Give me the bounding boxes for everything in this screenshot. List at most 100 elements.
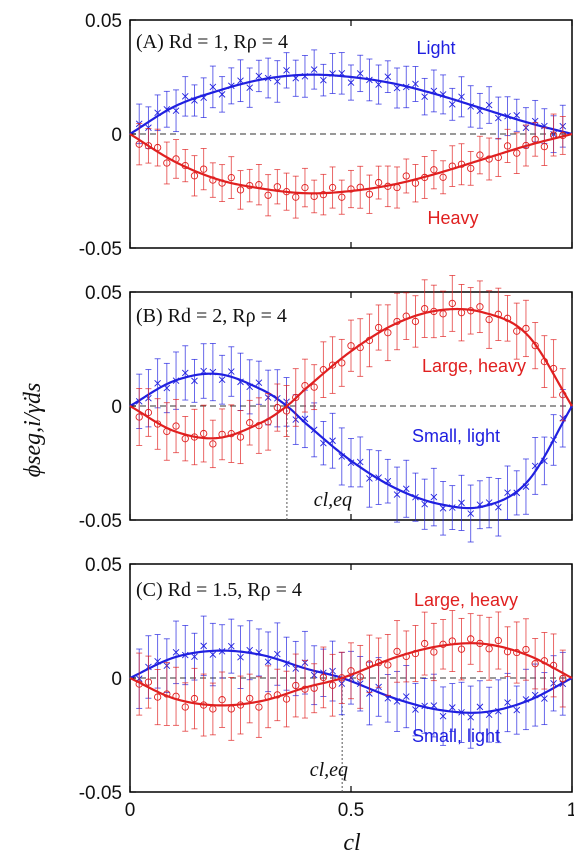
data-point [540, 143, 549, 151]
data-point [504, 699, 511, 706]
equilibrium-label: cl,eq [314, 489, 352, 511]
data-point [384, 329, 392, 337]
data-point [393, 647, 401, 656]
chart-panel-b: 0.05 0 -0.05 cl,eq (B) Rd = 2, Rρ = 4 Large, … [79, 275, 573, 543]
data-point [485, 101, 493, 109]
data-point [319, 673, 328, 682]
data-point [319, 190, 328, 199]
data-point [458, 93, 465, 101]
fit-curve [129, 132, 573, 195]
data-point [227, 173, 235, 182]
data-point [172, 422, 180, 430]
data-point [402, 172, 410, 180]
data-point [310, 383, 318, 391]
series-heavy [129, 610, 573, 741]
x-tick-label: 0.5 [338, 800, 364, 821]
data-point [338, 359, 346, 367]
data-point [439, 173, 447, 181]
data-point [209, 83, 217, 91]
data-point [264, 658, 272, 666]
data-point [448, 704, 456, 711]
data-point [476, 703, 484, 711]
data-point [144, 678, 153, 686]
y-tick-label: 0.05 [85, 283, 122, 304]
data-point [384, 661, 392, 669]
data-point [246, 419, 254, 427]
data-point [274, 650, 281, 658]
data-point [135, 413, 143, 421]
data-point [310, 66, 318, 73]
data-point [282, 695, 291, 703]
data-point [467, 713, 475, 721]
data-point [411, 317, 420, 326]
data-point [504, 489, 511, 497]
data-point [531, 341, 539, 350]
data-point [301, 183, 309, 192]
data-point [448, 299, 456, 308]
data-point [153, 693, 162, 701]
data-point [209, 440, 217, 448]
data-point [430, 493, 438, 501]
x-tick-label: 0 [125, 800, 136, 821]
series-light [129, 49, 573, 154]
data-point [495, 503, 502, 511]
data-point [513, 149, 521, 157]
data-point [246, 84, 254, 91]
data-point [393, 84, 401, 92]
data-point [200, 165, 208, 173]
data-point [191, 377, 198, 385]
data-point [236, 186, 245, 194]
data-point [356, 673, 364, 681]
data-point [292, 681, 300, 690]
series-annotation: Large, heavy [414, 590, 518, 610]
data-point [421, 500, 428, 508]
data-point [384, 73, 392, 81]
data-point [163, 159, 171, 167]
x-axis-label: cl [343, 830, 361, 856]
data-point [458, 499, 465, 507]
data-point [181, 93, 189, 100]
panel-title: (C) Rd = 1.5, Rρ = 4 [136, 579, 302, 601]
data-point [494, 636, 502, 645]
data-point [393, 491, 401, 498]
data-point [495, 114, 502, 122]
data-point [236, 433, 245, 441]
data-point [412, 80, 419, 88]
data-point [338, 193, 346, 201]
data-point [200, 429, 208, 438]
data-point [181, 703, 189, 711]
data-point [374, 178, 383, 187]
data-point [328, 183, 337, 192]
chart-panel-a: 0.05 0 -0.05 (A) Rd = 1, Rρ = 4 Light Heavy [79, 11, 573, 260]
y-tick-label: -0.05 [79, 511, 122, 532]
data-point [485, 315, 493, 324]
data-point [154, 379, 161, 387]
data-point [541, 695, 548, 702]
series-light [129, 343, 573, 543]
data-point [237, 653, 244, 661]
fit-curve [129, 73, 573, 136]
data-point [402, 485, 410, 493]
data-point [320, 76, 327, 84]
data-point [218, 696, 226, 704]
series-annotation: Large, heavy [422, 356, 526, 376]
data-point [421, 304, 429, 313]
fit-curve [129, 642, 573, 707]
data-point [227, 368, 235, 375]
data-point [200, 642, 207, 650]
data-point [328, 361, 337, 369]
data-point [374, 323, 383, 332]
data-point [329, 437, 336, 445]
y-tick-label: 0.05 [85, 555, 122, 576]
data-point [181, 369, 189, 377]
y-tick-label: 0.05 [85, 11, 122, 32]
series-heavy [129, 275, 573, 469]
series-annotation: Light [416, 38, 455, 58]
data-point [531, 660, 539, 668]
data-point [283, 67, 290, 74]
data-point [430, 166, 438, 174]
data-point [328, 681, 337, 689]
data-point [448, 101, 456, 108]
data-point [282, 407, 291, 415]
